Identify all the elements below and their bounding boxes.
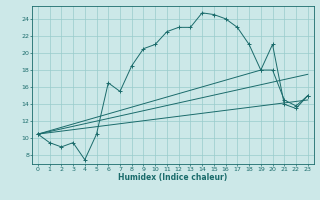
X-axis label: Humidex (Indice chaleur): Humidex (Indice chaleur) (118, 173, 228, 182)
